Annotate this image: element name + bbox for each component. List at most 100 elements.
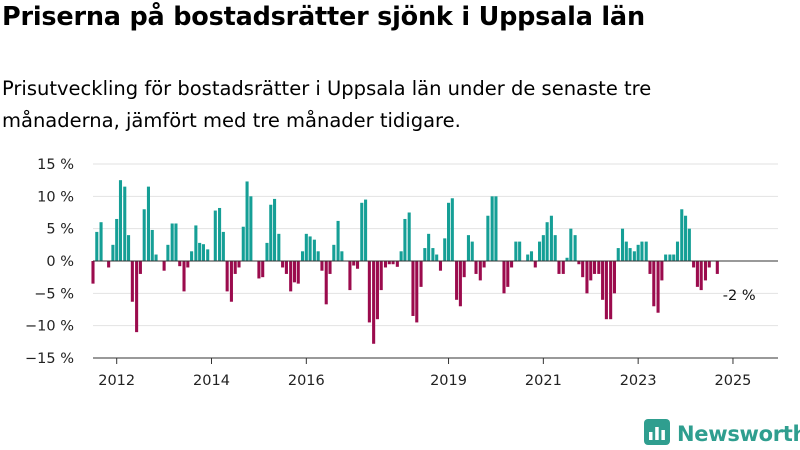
- bar: [127, 235, 131, 261]
- bar: [320, 261, 324, 271]
- bar: [695, 261, 699, 287]
- bar: [585, 261, 589, 294]
- x-tick-label: 2021: [525, 373, 562, 389]
- bar: [672, 254, 676, 261]
- bar: [656, 261, 660, 313]
- bar: [640, 241, 644, 261]
- y-tick-label: 0 %: [46, 254, 74, 270]
- bar: [277, 233, 281, 261]
- bar: [652, 261, 656, 307]
- bar: [569, 228, 573, 261]
- bar: [506, 261, 510, 287]
- bar: [438, 261, 443, 271]
- bar: [316, 251, 320, 261]
- bar: [415, 261, 419, 323]
- bar: [138, 261, 142, 274]
- bar: [190, 251, 194, 261]
- bar: [174, 223, 178, 261]
- bar: [443, 238, 447, 261]
- bar: [431, 248, 435, 261]
- bar: [403, 218, 407, 261]
- bar: [233, 261, 237, 274]
- bar: [379, 261, 383, 291]
- bar: [660, 261, 664, 281]
- chart-subtitle: Prisutveckling för bostadsrätter i Uppsa…: [2, 77, 652, 132]
- bar: [107, 261, 111, 268]
- bar: [360, 202, 364, 261]
- bar: [99, 222, 103, 261]
- x-tick-label: 2016: [288, 373, 325, 389]
- x-tick-label: 2019: [430, 373, 467, 389]
- bar: [526, 254, 530, 261]
- bar: [648, 261, 652, 274]
- bar-chart-logo-icon: [644, 419, 670, 449]
- bar: [518, 241, 522, 261]
- bar: [383, 261, 388, 268]
- y-axis-ticks: 15 % 10 % 5 % 0 % −5 % −10 % −15 %: [25, 157, 74, 367]
- x-tick-label: 2025: [715, 373, 752, 389]
- bar: [249, 196, 253, 261]
- bar: [427, 233, 431, 261]
- bar: [609, 261, 613, 320]
- bar: [340, 251, 344, 261]
- bar: [170, 223, 174, 261]
- bar: [367, 261, 371, 323]
- bar: [213, 210, 217, 261]
- bar: [435, 254, 439, 261]
- bar: [166, 244, 170, 261]
- bar: [387, 261, 391, 265]
- bar: [514, 241, 518, 261]
- brand-name: Newsworthy: [677, 422, 800, 446]
- y-tick-label: −15 %: [25, 351, 74, 367]
- bar: [375, 261, 379, 320]
- bar: [692, 261, 696, 268]
- bar: [541, 235, 545, 261]
- bar: [162, 261, 166, 271]
- bar: [458, 261, 462, 307]
- bar: [146, 186, 150, 261]
- bar: [296, 261, 300, 284]
- bar: [699, 261, 703, 291]
- bar: [281, 261, 285, 268]
- bars: [91, 180, 719, 344]
- bar: [462, 261, 466, 278]
- bar: [130, 261, 134, 302]
- bar: [486, 215, 490, 261]
- bar: [352, 261, 356, 266]
- bar: [186, 261, 190, 268]
- bar: [206, 249, 210, 261]
- bar: [142, 209, 146, 261]
- bar: [684, 215, 688, 261]
- bar: [324, 261, 328, 305]
- bar: [577, 261, 581, 265]
- x-tick-label: 2014: [193, 373, 230, 389]
- x-tick-label: 2023: [620, 373, 657, 389]
- bar: [561, 261, 565, 274]
- y-tick-label: 5 %: [46, 222, 74, 238]
- bar: [664, 254, 668, 261]
- bar: [245, 181, 249, 261]
- bar: [225, 261, 229, 292]
- bar: [328, 261, 332, 274]
- bar: [218, 207, 222, 261]
- bar: [395, 261, 399, 267]
- bar: [581, 261, 585, 278]
- bar: [450, 198, 454, 261]
- bar: [589, 261, 593, 281]
- bar: [707, 261, 711, 268]
- bar: [553, 235, 557, 261]
- bar: [411, 261, 415, 316]
- bar: [304, 233, 308, 261]
- bar: [601, 261, 605, 300]
- bar: [557, 261, 561, 274]
- bar: [565, 257, 569, 261]
- bar: [150, 229, 154, 261]
- y-tick-label: −10 %: [25, 319, 74, 335]
- bar: [332, 244, 336, 261]
- y-tick-label: 15 %: [37, 157, 74, 173]
- latest-value-label: -2 %: [723, 288, 756, 304]
- bar: [348, 261, 352, 291]
- bar: [111, 244, 115, 261]
- bar: [644, 241, 648, 261]
